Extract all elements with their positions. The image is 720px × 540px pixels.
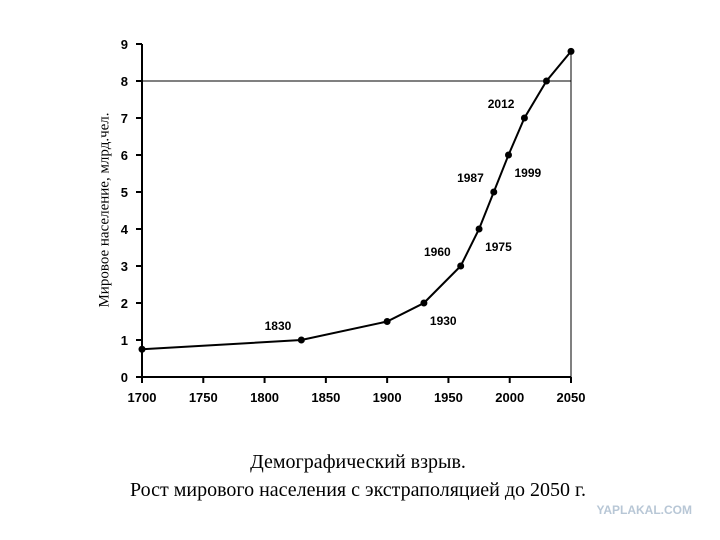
y-axis-label: Мировое население, млрд.чел. [96, 112, 112, 307]
y-tick-label: 9 [121, 37, 128, 52]
point-label: 1987 [457, 171, 484, 185]
y-tick-label: 5 [121, 185, 128, 200]
x-tick-label: 1700 [128, 390, 157, 405]
y-tick-label: 6 [121, 148, 128, 163]
marker [383, 318, 391, 325]
y-tick-label: 8 [121, 74, 128, 89]
y-tick-label: 0 [121, 370, 128, 385]
y-tick-label: 1 [121, 333, 128, 348]
x-tick-label: 2000 [495, 390, 524, 405]
marker [567, 47, 575, 55]
x-tick-label: 1900 [373, 390, 402, 405]
marker [520, 114, 528, 122]
y-tick-label: 2 [121, 296, 128, 311]
marker [542, 77, 550, 85]
point-label: 2012 [488, 97, 515, 111]
x-tick-label: 1950 [434, 390, 463, 405]
x-tick-label: 1850 [311, 390, 340, 405]
y-tick-label: 4 [121, 222, 129, 237]
y-tick-label: 7 [121, 111, 128, 126]
marker [297, 336, 305, 344]
marker [138, 345, 146, 353]
watermark: YAPLAKAL.COM [596, 503, 692, 517]
marker [490, 188, 498, 196]
marker [504, 151, 512, 159]
marker [475, 225, 483, 233]
x-tick-label: 1750 [189, 390, 218, 405]
point-label: 1975 [485, 240, 512, 254]
y-tick-label: 3 [121, 259, 128, 274]
caption: Рост мирового населения с экстраполяцией… [130, 479, 586, 501]
point-label: 1930 [430, 314, 457, 328]
x-tick-label: 2050 [557, 390, 586, 405]
x-tick-label: 1800 [250, 390, 279, 405]
point-label: 1830 [265, 319, 292, 333]
point-label: 1999 [514, 166, 541, 180]
marker [420, 299, 428, 307]
point-label: 1960 [424, 245, 451, 259]
marker [457, 262, 465, 270]
caption: Демографический взрыв. [250, 451, 466, 473]
